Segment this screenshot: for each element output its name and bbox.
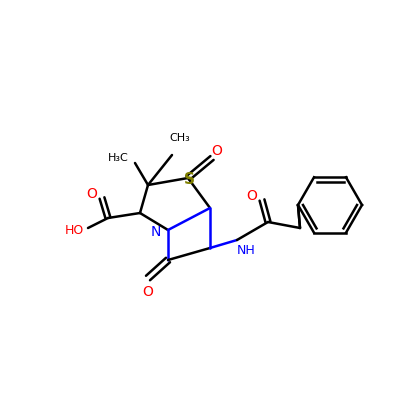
Text: NH: NH: [237, 244, 255, 256]
Text: H₃C: H₃C: [108, 153, 128, 163]
Text: O: O: [212, 144, 222, 158]
Text: HO: HO: [64, 224, 84, 236]
Text: S: S: [184, 172, 194, 186]
Text: O: O: [86, 187, 98, 201]
Text: O: O: [246, 189, 258, 203]
Text: O: O: [142, 285, 154, 299]
Text: N: N: [151, 225, 161, 239]
Text: CH₃: CH₃: [170, 133, 190, 143]
